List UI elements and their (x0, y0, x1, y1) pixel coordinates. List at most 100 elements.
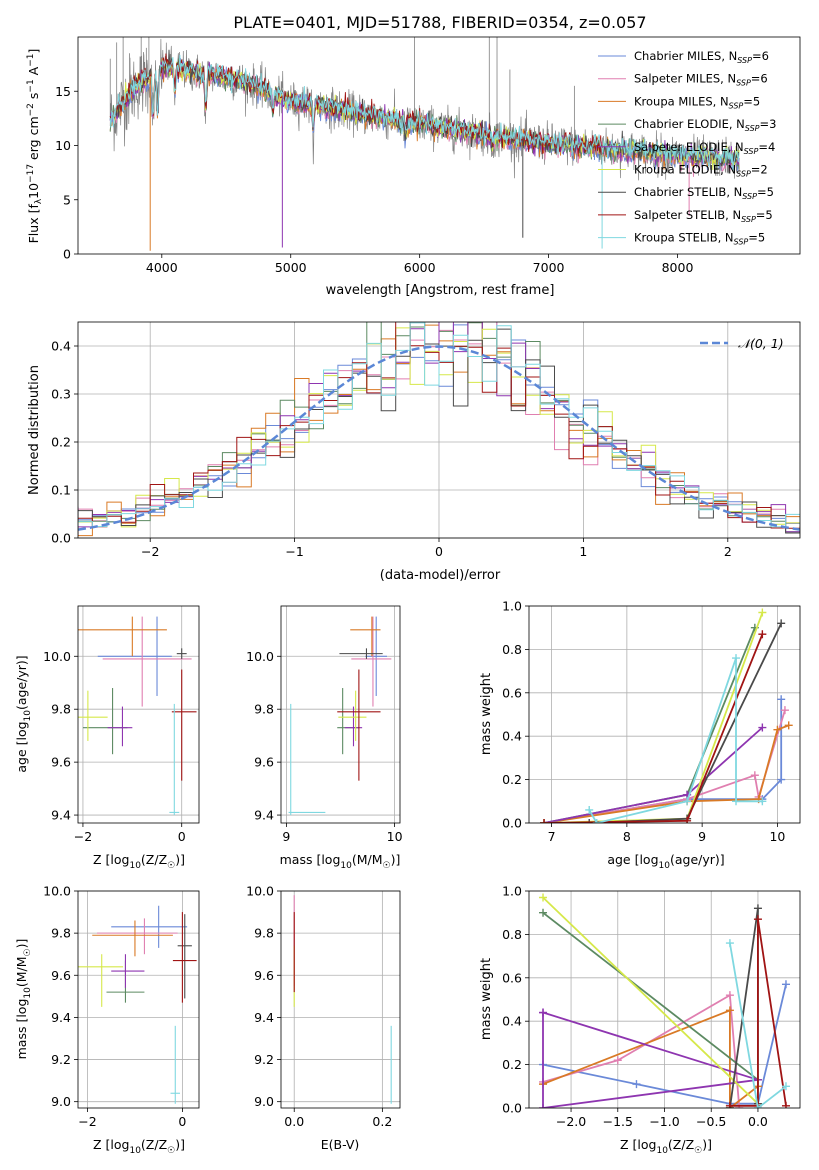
x-tick-label: 8 (623, 829, 631, 844)
y-tick-label: 0.0 (51, 531, 71, 546)
weight-marker-salpeter-miles (725, 991, 734, 1000)
normal-legend-label: 𝒩(0, 1) (738, 336, 784, 351)
label-part: 10 (23, 710, 33, 722)
weight-marker-salpeter-stelib (781, 1101, 790, 1108)
weight-marker-salpeter-stelib (725, 1101, 734, 1108)
y-tick-label: 9.8 (254, 702, 274, 717)
label-part: s (26, 93, 41, 104)
residuals-xlabel: (data-model)/error (380, 568, 501, 583)
legend-label-salpeter-elodie: Salpeter ELODIE, NSSP=4 (634, 140, 775, 156)
weight-marker-salpeter-stelib (758, 630, 767, 639)
x-tick-label: 2 (724, 544, 732, 559)
axes-frame (77, 890, 200, 1109)
label-part: −1 (26, 54, 36, 67)
label-part: 10 (129, 1146, 141, 1156)
weight-marker-kroupa-miles (784, 721, 793, 730)
axes-mass_vs_Z: −2 09.09.29.49.69.810.0Z [log10(Z/Z☉)]mas… (14, 884, 200, 1156)
label-part: Z [log (620, 1137, 656, 1152)
weight-marker-kroupa-stelib (683, 797, 692, 806)
weight-marker-kroupa-stelib (725, 939, 734, 948)
label-part: −1 (26, 79, 36, 92)
label-part: (data-model)/error (380, 568, 501, 583)
y-tick-label: 9.4 (51, 1010, 71, 1025)
label-part: ☉ (694, 1146, 702, 1156)
weight-line-chabrier-stelib (589, 623, 783, 823)
label-part: )] (175, 1137, 185, 1152)
label-part: (age/yr)] (14, 655, 29, 710)
axes-frame (77, 605, 200, 824)
weight-line-salpeter-miles (542, 993, 741, 1108)
legend-label-chabrier-elodie: Chabrier ELODIE, NSSP=3 (634, 117, 776, 133)
label-part: )] (14, 939, 29, 949)
label-part: wavelength [Angstrom, rest frame] (326, 283, 555, 298)
y-tick-label: 10 (55, 138, 71, 153)
x-tick-label: 4000 (146, 260, 178, 275)
y-tick-label: 9.8 (51, 926, 71, 941)
label-part: =2 (751, 163, 768, 177)
x-tick-label: 0 (178, 1114, 186, 1129)
weight-age-xlabel: age [log10(age/yr)] (607, 852, 724, 871)
label-part: 10 (659, 861, 671, 871)
histogram-chabrier-stelib (78, 322, 800, 535)
weight-marker-salpeter-miles (780, 706, 789, 715)
label-part: 10 (23, 987, 33, 999)
weight-marker-chabrier-stelib (777, 619, 786, 628)
plot-area (109, 37, 740, 251)
grid (281, 606, 400, 823)
x-tick-label: −0.5 (696, 1114, 726, 1129)
weight-line-kroupa-miles (543, 724, 790, 823)
weight-marker-salpeter-stelib (753, 915, 762, 924)
weight-line-chabrier-elodie (543, 627, 756, 823)
plot-area (78, 905, 197, 1104)
axes-spectrum: 4000 5000 6000 7000 8000 0 5 10 15 Chabrier MILES… (26, 36, 801, 298)
frame: −2 09.49.69.810.0Z [log10(Z/Z☉)]age [log1… (14, 605, 200, 871)
label-part: Salpeter ELODIE, N (634, 140, 744, 154)
label-part: 10 (26, 183, 41, 199)
label-part: Kroupa ELODIE, N (634, 163, 736, 177)
label-part: SSP (742, 192, 757, 201)
weight-age-ylabel: mass weight (479, 673, 494, 755)
plot-area (293, 895, 392, 1104)
label-part: 10 (656, 1146, 668, 1156)
y-tick-label: 0.0 (502, 1101, 522, 1116)
age-z-ylabel: age [log10(age/yr)] (14, 655, 33, 772)
weight-line-kroupa-stelib (588, 657, 763, 823)
y-tick-label: 0.8 (502, 642, 522, 657)
label-part: A (26, 66, 41, 79)
weight-marker-salpeter-elodie (539, 1104, 548, 1108)
label-part: (Z/Z (141, 1137, 167, 1152)
label-part: SSP (736, 170, 751, 179)
label-part: Normed distribution (27, 365, 42, 495)
weight-line-salpeter-stelib (729, 919, 787, 1107)
axes-frame (280, 890, 401, 1109)
x-tick-label: 0 (435, 544, 443, 559)
x-tick-label: −2 (141, 544, 159, 559)
y-tick-label: 9.6 (51, 755, 71, 770)
label-part: =5 (748, 231, 765, 245)
y-tick-label: 9.8 (51, 702, 71, 717)
y-tick-label: 9.2 (254, 1052, 274, 1067)
frame: −2.0 −1.5 −1.0 −0.5 0.0 0.0 0.2 0.4 0.6 0.8 1.0 Z [… (479, 884, 801, 1156)
y-tick-label: 9.0 (254, 1094, 274, 1109)
y-tick-label: 1.0 (502, 599, 522, 614)
weight-marker-kroupa-elodie (758, 608, 767, 617)
age-mass-xlabel: mass [log10(M/M☉)] (280, 852, 401, 871)
weight-marker-kroupa-stelib (732, 654, 741, 663)
y-tick-label: 10.0 (43, 649, 71, 664)
x-tick-label: 5000 (275, 260, 307, 275)
y-tick-label: 9.6 (51, 968, 71, 983)
label-part: 10 (129, 861, 141, 871)
label-part: Chabrier MILES, N (634, 49, 737, 63)
y-tick-label: 0 (63, 247, 71, 262)
label-part: )] (175, 852, 185, 867)
weight-z-xlabel: Z [log10(Z/Z☉)] (620, 1137, 712, 1156)
label-part: SSP (744, 147, 759, 156)
label-part: =5 (756, 208, 773, 222)
weight-marker-kroupa-elodie (539, 893, 548, 902)
y-tick-label: 9.8 (254, 926, 274, 941)
weight-marker-salpeter-stelib (540, 819, 549, 823)
frame: 4000 5000 6000 7000 8000 0 5 10 15 Chabrier MILES… (26, 36, 801, 298)
x-tick-label: 7 (548, 829, 556, 844)
